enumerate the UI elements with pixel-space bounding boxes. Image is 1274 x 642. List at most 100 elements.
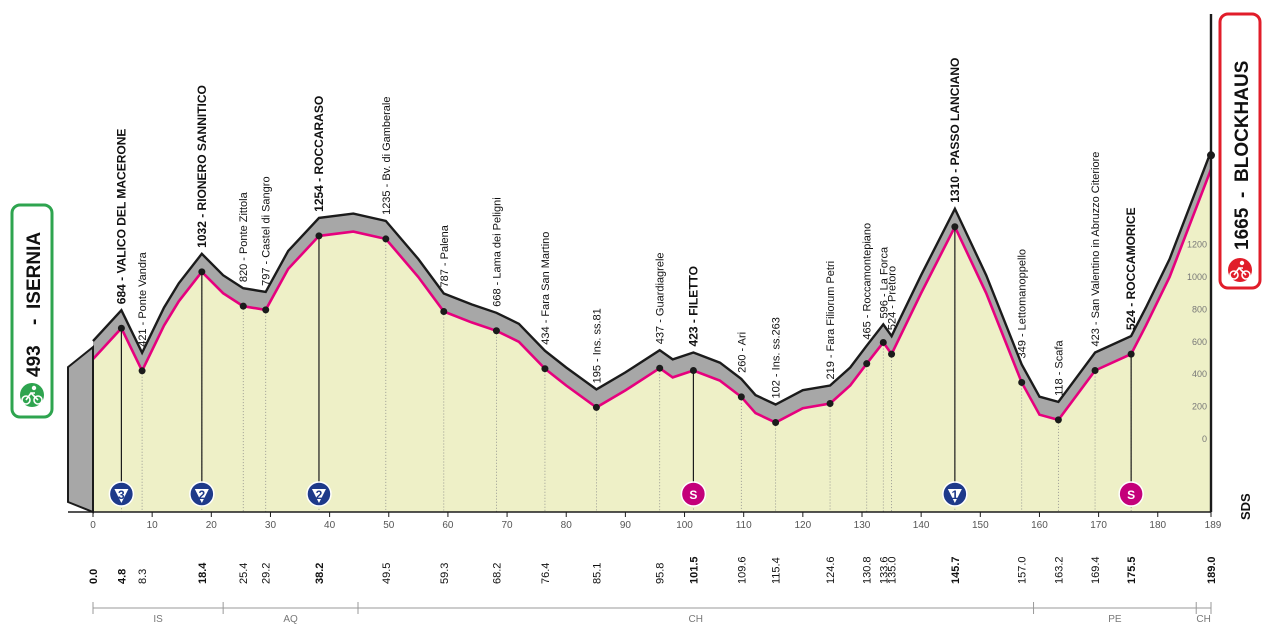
region-label: AQ (283, 614, 298, 625)
point-label: 260 - Ari (736, 332, 748, 373)
point-label: 434 - Fara San Martino (540, 232, 552, 345)
region-label: IS (153, 614, 163, 625)
marker-label: S (689, 488, 697, 502)
point-label: 465 - Roccamontepiano (862, 223, 874, 340)
km-mark: 68.2 (491, 563, 503, 584)
point-label-group: 260 - Ari (736, 332, 748, 373)
point-dot (879, 338, 887, 346)
km-mark: 163.2 (1053, 556, 1065, 584)
cyclist-icon (21, 385, 43, 405)
finish-separator: - (1232, 192, 1253, 198)
marker-label: 3 (118, 488, 125, 502)
point-label-group: 1235 - Bv. di Gamberale (381, 97, 393, 215)
elev-tick: 400 (1192, 369, 1207, 379)
point-label: 423 - San Valentino in Abruzzo Citeriore (1090, 152, 1102, 347)
point-label-group: 465 - Roccamontepiano (862, 223, 874, 340)
elev-tick: 800 (1192, 304, 1207, 314)
route-line (92, 168, 1213, 424)
km-mark: 157.0 (1017, 556, 1029, 584)
point-dot (492, 327, 500, 335)
point-dot (826, 400, 834, 408)
km-mark: 175.5 (1126, 556, 1138, 584)
km-mark-group: 145.7 (950, 556, 962, 584)
elev-tick: 200 (1192, 402, 1207, 412)
point-label-group: 787 - Palena (439, 224, 451, 287)
elev-tick: 600 (1192, 337, 1207, 347)
axis-tick-label: 120 (794, 520, 811, 531)
point-dot (239, 302, 247, 310)
km-mark: 29.2 (261, 563, 273, 584)
climb-category-icon: 1 (942, 481, 968, 507)
climb-category-icon: 2 (189, 481, 215, 507)
axis-tick-label: 30 (265, 520, 277, 531)
km-mark-group: 38.2 (314, 563, 326, 584)
climb-category-icon: 2 (306, 481, 332, 507)
profile-area (93, 169, 1211, 513)
point-label-group: 421 - Ponte Vandra (137, 251, 149, 346)
marker-label: 2 (316, 488, 323, 502)
km-mark: 85.1 (591, 563, 603, 584)
point-label: 787 - Palena (439, 224, 451, 287)
km-mark: 59.3 (439, 563, 451, 584)
start-separator: - (24, 319, 45, 325)
km-mark: 115.4 (771, 557, 783, 584)
point-label: 423 - FILETTO (686, 266, 700, 346)
axis-tick-label: 10 (147, 520, 159, 531)
point-label: 1032 - RIONERO SANNITICO (195, 85, 209, 248)
point-label-group: 797 - Castel di Sangro (261, 176, 273, 285)
km-mark-group: 109.6 (736, 556, 748, 584)
point-label-group: 423 - FILETTO (686, 266, 700, 346)
region-label: CH (689, 614, 703, 625)
km-mark-group: 163.2 (1053, 556, 1065, 584)
km-mark: 38.2 (314, 563, 326, 584)
km-mark-group: 29.2 (261, 563, 273, 584)
km-mark: 169.4 (1090, 556, 1102, 584)
axis-tick-label: 80 (561, 520, 573, 531)
km-mark-group: 133.6 (878, 556, 890, 584)
elev-tick: 0 (1202, 434, 1207, 444)
cyclist-icon (1229, 260, 1251, 280)
point-label: 820 - Ponte Zittola (238, 191, 250, 282)
point-label-group: 668 - Lama dei Peligni (491, 197, 503, 306)
axis-tick-label: 90 (620, 520, 632, 531)
axis-tick-label: 0 (90, 520, 96, 531)
point-dot (656, 364, 664, 372)
km-mark: 133.6 (878, 556, 890, 584)
axis-tick-label: 130 (854, 520, 871, 531)
km-mark: 189.0 (1206, 556, 1218, 584)
km-mark-group: 18.4 (197, 562, 209, 584)
point-label-group: 524 - Pretoro (887, 266, 899, 330)
axis-tick-label: 60 (442, 520, 454, 531)
point-label: 1235 - Bv. di Gamberale (381, 97, 393, 215)
km-mark-group: 0.0 (88, 569, 100, 584)
axis-tick-label: 150 (972, 520, 989, 531)
point-label-group: 349 - Lettomanoppello (1017, 249, 1029, 358)
sprint-icon: S (1118, 481, 1144, 507)
axis-tick-label: 20 (206, 520, 218, 531)
marker-label: S (1127, 488, 1135, 502)
finish-dot (1207, 151, 1215, 160)
km-mark-group: 85.1 (591, 563, 603, 584)
axis-tick-label: 100 (676, 520, 693, 531)
point-label: 1310 - PASSO LANCIANO (948, 58, 962, 203)
km-mark-group: 4.8 (116, 569, 128, 584)
point-label: 668 - Lama dei Peligni (491, 197, 503, 306)
axis-tick-label: 140 (913, 520, 930, 531)
point-label: 421 - Ponte Vandra (137, 251, 149, 346)
km-mark: 25.4 (238, 563, 250, 584)
km-mark: 18.4 (197, 562, 209, 584)
axis-tick-label: 189 (1205, 520, 1222, 531)
point-label-group: 820 - Ponte Zittola (238, 191, 250, 282)
point-dot (262, 306, 270, 314)
point-label: 1254 - ROCCARASO (312, 96, 326, 212)
point-dot (772, 418, 780, 426)
km-mark: 101.5 (688, 556, 700, 584)
point-label-group: 1254 - ROCCARASO (312, 96, 326, 212)
elev-tick: 1200 (1187, 240, 1207, 250)
point-label-group: 524 - ROCCAMORICE (1124, 207, 1138, 330)
point-label-group: 423 - San Valentino in Abruzzo Citeriore (1090, 152, 1102, 347)
axis-tick-label: 160 (1031, 520, 1048, 531)
km-mark: 145.7 (950, 556, 962, 584)
point-dot (1091, 366, 1099, 374)
